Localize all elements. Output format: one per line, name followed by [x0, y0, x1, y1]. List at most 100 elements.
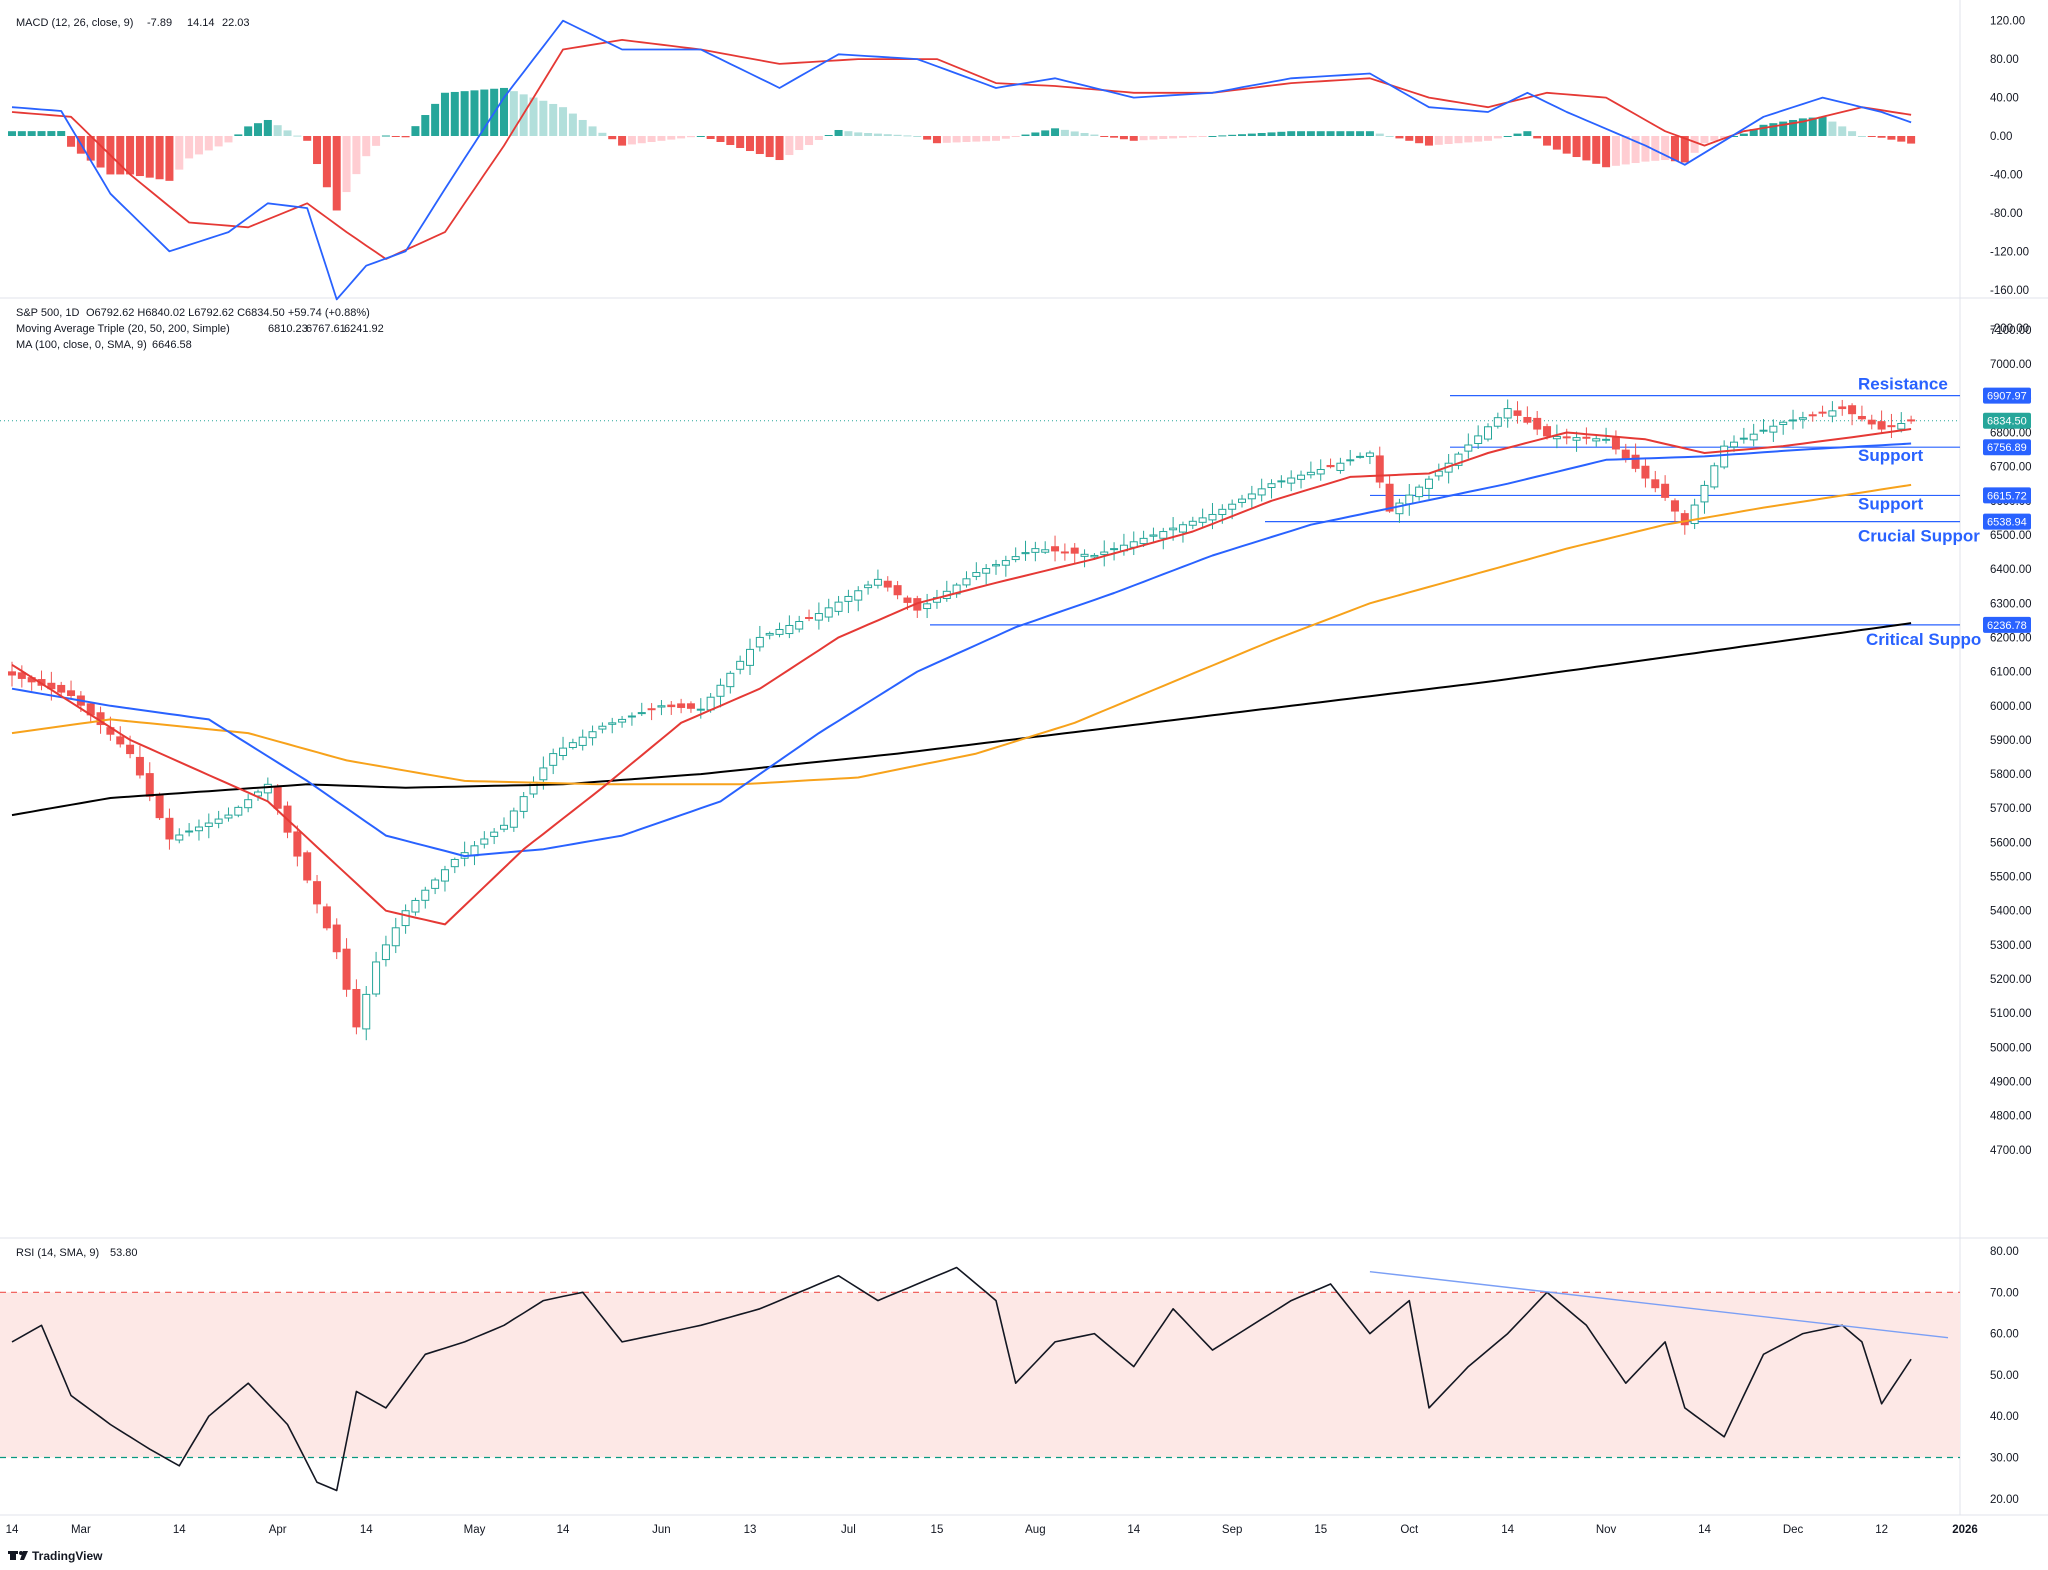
price-tick-label: 5600.00	[1990, 837, 2032, 849]
macd-histogram-bar	[844, 131, 853, 136]
candle-body	[509, 810, 518, 828]
macd-y-axis[interactable]: 120.00 80.00 40.00 0.00 -40.00 -80.00 -120.00 -…	[1990, 16, 2029, 336]
candle-body	[1198, 517, 1207, 523]
macd-tick-label: -160.00	[1990, 285, 2029, 297]
candle-body	[1297, 474, 1306, 480]
candle-body	[1385, 483, 1394, 512]
time-tick-label: 14	[173, 1524, 186, 1536]
candle-body	[263, 783, 272, 794]
macd-histogram-bar	[1129, 136, 1138, 141]
candle-body	[1375, 455, 1384, 483]
macd-histogram-bar	[1119, 136, 1128, 140]
candle-body	[588, 731, 597, 739]
time-tick-label: May	[464, 1524, 486, 1536]
ma-triple-legend: Moving Average Triple (20, 50, 200, Simp…	[16, 323, 230, 335]
candle-body	[568, 742, 577, 748]
macd-legend-macd: 14.14	[187, 17, 215, 29]
candle-body	[1424, 478, 1433, 489]
macd-histogram-bar	[411, 126, 420, 136]
macd-histogram-bar	[431, 103, 440, 136]
price-tick-label: 5200.00	[1990, 974, 2032, 986]
macd-histogram-bar	[1602, 136, 1611, 168]
candle-body	[1001, 560, 1010, 566]
macd-histogram-bar	[1769, 123, 1778, 136]
candle-body	[135, 756, 144, 776]
candle-body	[1690, 504, 1699, 525]
macd-pane[interactable]	[8, 19, 1916, 301]
macd-legend-signal: 22.03	[222, 17, 250, 29]
level-annotation-label: Critical Suppo	[1866, 630, 1981, 649]
macd-histogram-bar	[1710, 136, 1719, 141]
candle-body	[1257, 488, 1266, 496]
candle-body	[1651, 479, 1660, 489]
macd-histogram-bar	[67, 136, 76, 147]
candle-body	[1356, 455, 1365, 458]
candle-body	[1336, 462, 1345, 471]
candle-body	[342, 948, 351, 990]
candle-body	[883, 580, 892, 588]
price-pane[interactable]: Resistance Support Support Crucial Suppor Cr…	[0, 375, 1981, 1041]
candle-body	[411, 899, 420, 913]
macd-histogram-bar	[1326, 131, 1335, 136]
macd-histogram-bar	[775, 136, 784, 161]
time-tick-label: 15	[931, 1524, 944, 1536]
candle-body	[1523, 416, 1532, 423]
candle-body	[795, 620, 804, 630]
level-price-tag	[1983, 616, 2031, 633]
candle-body	[1887, 425, 1896, 428]
price-tick-label: 7100.00	[1990, 325, 2032, 337]
macd-histogram-bar	[1188, 136, 1197, 138]
candle-body	[204, 822, 213, 827]
tradingview-branding[interactable]: TradingView	[8, 1549, 103, 1563]
rsi-pane[interactable]	[0, 1266, 1960, 1492]
macd-histogram-bar	[824, 134, 833, 136]
macd-histogram-bar	[657, 136, 666, 141]
candle-body	[1543, 426, 1552, 437]
macd-histogram-bar	[1749, 129, 1758, 136]
candle-body	[1484, 426, 1492, 440]
price-tick-label: 6100.00	[1990, 667, 2032, 679]
macd-histogram-bar	[1493, 136, 1502, 139]
macd-histogram-bar	[1592, 136, 1601, 164]
level-annotation-label: Resistance	[1858, 375, 1948, 394]
time-tick-label: 14	[1501, 1524, 1514, 1536]
macd-histogram-bar	[352, 136, 361, 175]
candle-body	[686, 703, 695, 709]
level-price-tag	[1983, 439, 2031, 456]
ma200-line	[11, 622, 1912, 817]
macd-histogram-bar	[1690, 136, 1699, 153]
macd-histogram-bar	[1228, 134, 1237, 136]
time-axis[interactable]: 14 Mar 14 Apr 14 May 14 Jun 13 Jul 15 Aug 14 Sep 15 Oct…	[6, 1524, 1978, 1536]
level-annotation-label: Support	[1858, 494, 1923, 513]
candle-body	[1306, 471, 1315, 476]
time-tick-label: 14	[1698, 1524, 1711, 1536]
price-y-axis[interactable]: 7100.007000.006900.006800.006700.006600.…	[1983, 325, 2032, 1157]
candle-body	[1710, 465, 1719, 488]
candle-body	[116, 736, 125, 745]
rsi-line	[11, 1266, 1912, 1492]
rsi-tick-label: 70.00	[1990, 1287, 2019, 1299]
candle-body	[1051, 546, 1060, 552]
macd-histogram-bar	[500, 87, 508, 136]
rsi-y-axis[interactable]: 80.00 70.00 60.00 50.00 40.00 30.00 20.00	[1990, 1246, 2019, 1506]
candle-body	[1434, 470, 1443, 477]
candle-body	[1592, 438, 1601, 442]
ma200-value: 6241.92	[344, 323, 384, 335]
rsi-tick-label: 40.00	[1990, 1411, 2019, 1423]
macd-histogram-bar	[1169, 136, 1178, 139]
macd-histogram-bar	[982, 136, 991, 142]
price-tick-label: 6700.00	[1990, 462, 2032, 474]
rsi-trendline[interactable]	[1369, 1270, 1949, 1339]
macd-histogram-bar	[116, 136, 125, 175]
candle-body	[1848, 405, 1857, 415]
macd-histogram-bar	[470, 90, 479, 136]
macd-histogram-bar	[313, 136, 322, 165]
macd-histogram-bar	[677, 136, 686, 139]
macd-histogram-bar	[834, 129, 843, 136]
candle-body	[293, 831, 302, 857]
candle-body	[1415, 486, 1424, 498]
macd-histogram-bar	[509, 91, 518, 136]
candle-body	[372, 961, 381, 995]
candle-body	[1277, 480, 1286, 483]
